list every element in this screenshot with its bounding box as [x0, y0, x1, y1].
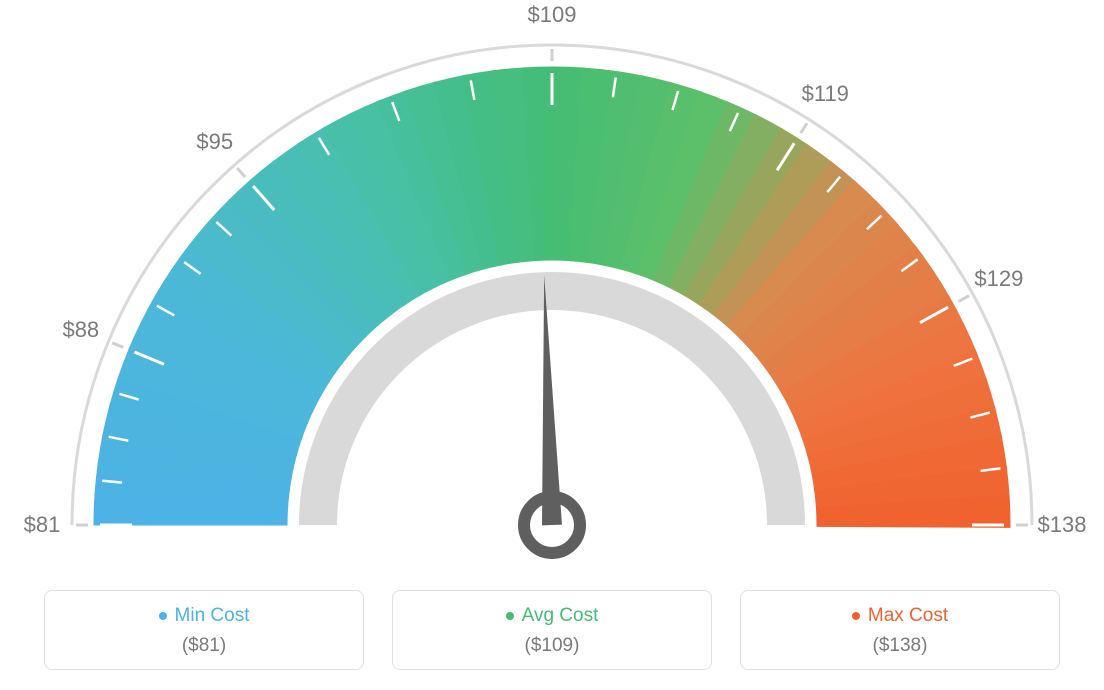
legend-card: Avg Cost ($109) — [392, 590, 712, 670]
legend-card: Min Cost ($81) — [44, 590, 364, 670]
tick-label: $95 — [196, 129, 233, 155]
legend-dot-icon — [852, 612, 860, 620]
legend-title: Min Cost — [159, 605, 250, 627]
gauge-svg — [0, 0, 1104, 570]
tick-label: $119 — [802, 81, 849, 107]
legend-value: ($81) — [55, 635, 353, 657]
legend-dot-icon — [159, 612, 167, 620]
legend-label: Avg Cost — [522, 605, 599, 627]
legend-label: Max Cost — [868, 605, 948, 627]
legend-row: Min Cost ($81) Avg Cost ($109) Max Cost ($138… — [0, 590, 1104, 670]
tick-label: $88 — [62, 317, 99, 343]
legend-title: Max Cost — [852, 605, 948, 627]
legend-value: ($109) — [403, 635, 701, 657]
tick-label: $138 — [1038, 512, 1087, 538]
needle — [542, 275, 562, 525]
tick-label: $81 — [24, 512, 61, 538]
legend-card: Max Cost ($138) — [740, 590, 1060, 670]
gauge-container: $81 $88 $95 $109 $119 $129 $138 — [0, 0, 1104, 570]
legend-label: Min Cost — [175, 605, 250, 627]
tick-label: $129 — [974, 266, 1023, 292]
legend-value: ($138) — [751, 635, 1049, 657]
legend-title: Avg Cost — [506, 605, 599, 627]
legend-dot-icon — [506, 612, 514, 620]
tick-label: $109 — [528, 2, 577, 28]
